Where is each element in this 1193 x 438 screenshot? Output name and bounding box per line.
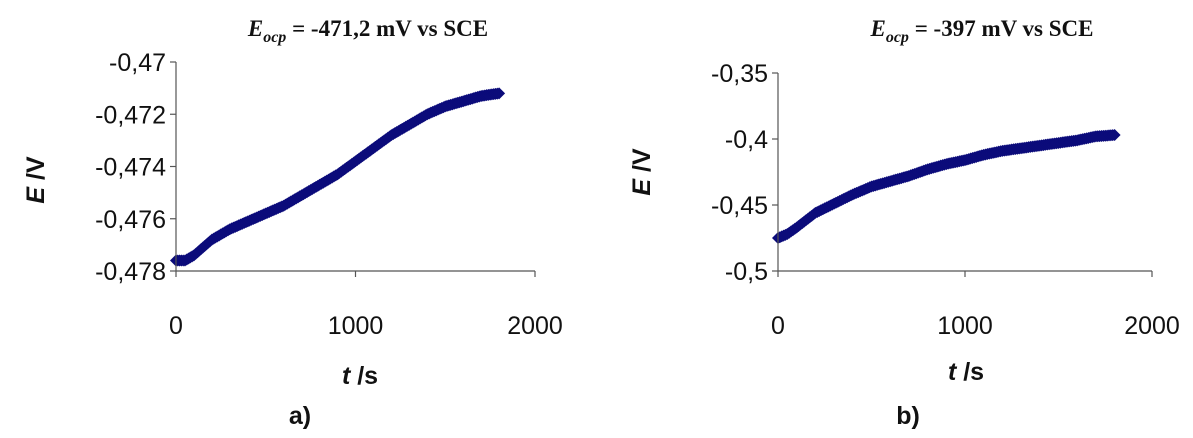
y-axis-label: E /V	[22, 156, 50, 204]
x-tick-label: 1000	[937, 312, 993, 340]
chart-title: Eocp = -397 mV vs SCE	[869, 16, 1093, 46]
chart-panel-b: Eocp = -397 mV vs SCE -0,5 -0,45 -0,4 -0,35…	[628, 16, 1180, 430]
x-axis-label: t /s	[948, 358, 984, 386]
y-tick-label: -0,474	[95, 154, 166, 182]
y-tick-label: -0,4	[725, 126, 768, 154]
y-tick-label: -0,47	[109, 49, 166, 77]
chart-panel-a: Eocp = -471,2 mV vs SCE -0,478 -0,476 -0,4…	[22, 16, 563, 430]
y-axis-label: E /V	[628, 148, 656, 196]
y-tick-label: -0,45	[711, 192, 768, 220]
data-series	[170, 87, 506, 267]
data-point-marker	[493, 87, 506, 100]
y-tick-label: -0,478	[95, 258, 166, 286]
chart-title: Eocp = -471,2 mV vs SCE	[247, 16, 488, 46]
y-tick-label: -0,35	[711, 60, 768, 88]
x-tick-label: 0	[169, 312, 183, 340]
x-tick-label: 0	[771, 312, 785, 340]
x-tick-label: 2000	[1124, 312, 1180, 340]
panel-label: a)	[289, 402, 311, 430]
data-point-marker	[1108, 129, 1121, 142]
y-tick-label: -0,472	[95, 101, 166, 129]
panel-label: b)	[896, 402, 920, 430]
x-tick-label: 1000	[328, 312, 384, 340]
x-axis-label: t /s	[342, 362, 378, 390]
y-tick-label: -0,5	[725, 258, 768, 286]
x-tick-label: 2000	[507, 312, 563, 340]
y-tick-label: -0,476	[95, 206, 166, 234]
data-series	[772, 129, 1121, 244]
